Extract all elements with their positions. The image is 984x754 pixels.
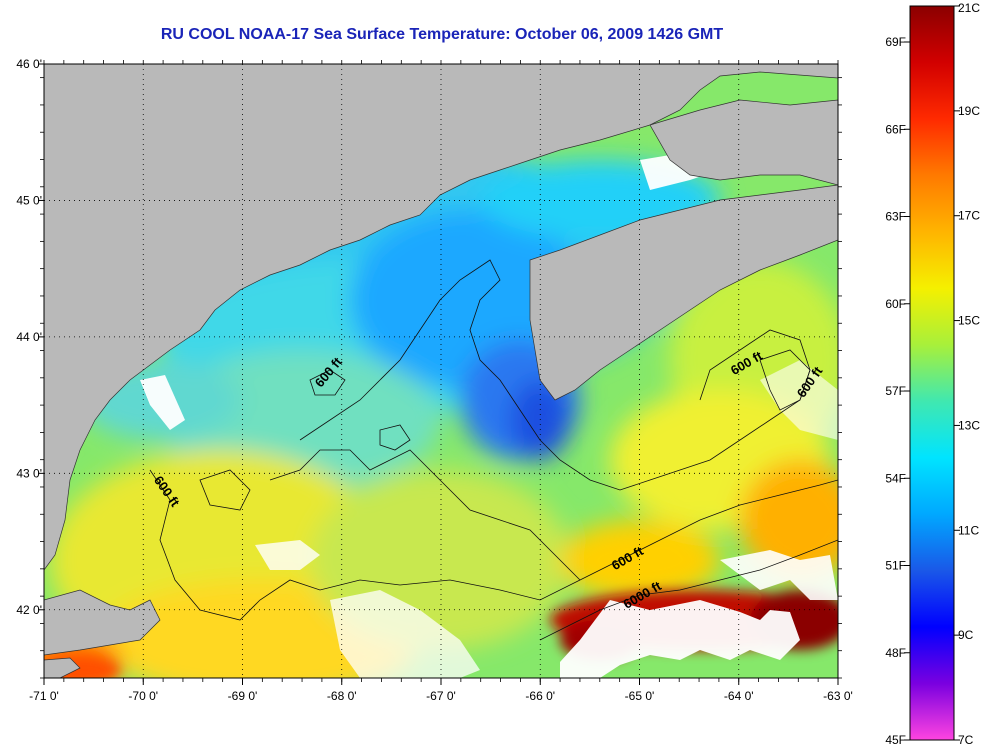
colorbar-fahrenheit-label: 57F [885, 384, 906, 398]
lon-tick-label: -69 0' [228, 689, 258, 703]
lon-tick-label: -68 0' [327, 689, 357, 703]
lon-tick-label: -71 0' [29, 689, 59, 703]
colorbar-fahrenheit-label: 60F [885, 297, 906, 311]
colorbar-scale [909, 5, 955, 741]
lon-tick-label: -64 0' [724, 689, 754, 703]
colorbar-celsius-label: 11C [958, 523, 979, 537]
map-title: RU COOL NOAA-17 Sea Surface Temperature:… [160, 26, 724, 43]
lat-tick-label: 45 0' [16, 193, 42, 207]
colorbar-celsius-label: 19C [958, 104, 980, 118]
colorbar-fahrenheit-labels: 69F 66F 63F 60F 57F 54F 51F 48F 45F [885, 35, 910, 747]
colorbar-fahrenheit-label: 54F [885, 471, 906, 485]
colorbar-celsius-label: 21C [958, 1, 980, 15]
land [44, 64, 838, 678]
colorbar-fahrenheit-label: 69F [885, 35, 906, 49]
colorbar-celsius-label: 15C [958, 314, 980, 328]
lat-tick-label: 42 0' [16, 603, 42, 617]
depth-contours [149, 259, 838, 641]
lat-tick-label: 43 0' [16, 466, 42, 480]
colorbar-fahrenheit-label: 66F [885, 122, 906, 136]
lon-tick-label: -67 0' [426, 689, 456, 703]
lat-tick-label: 46 0' [16, 57, 42, 71]
latitude-axis: 46 0' 45 0' 44 0' 43 0' 42 0' [16, 57, 842, 679]
longitude-axis: -71 0' -70 0' -69 0' -68 0' -67 0' -66 0' -65 … [29, 60, 853, 703]
lon-tick-label: -70 0' [128, 689, 158, 703]
colorbar-celsius-label: 7C [958, 733, 974, 747]
colorbar-fahrenheit-label: 63F [885, 210, 906, 224]
colorbar-celsius-labels: 21C 19C 17C 15C 13C 11C 9C 7C [954, 1, 980, 747]
lon-tick-label: -66 0' [525, 689, 555, 703]
colorbar-celsius-label: 17C [958, 209, 980, 223]
colorbar-fahrenheit-label: 48F [885, 646, 906, 660]
colorbar-fahrenheit-label: 45F [885, 733, 906, 747]
lon-tick-label: -65 0' [625, 689, 655, 703]
lat-tick-label: 44 0' [16, 330, 42, 344]
lon-tick-label: -63 0' [823, 689, 853, 703]
colorbar-celsius-label: 13C [958, 418, 980, 432]
colorbar-fahrenheit-label: 51F [885, 559, 906, 573]
colorbar-celsius-label: 9C [958, 628, 974, 642]
